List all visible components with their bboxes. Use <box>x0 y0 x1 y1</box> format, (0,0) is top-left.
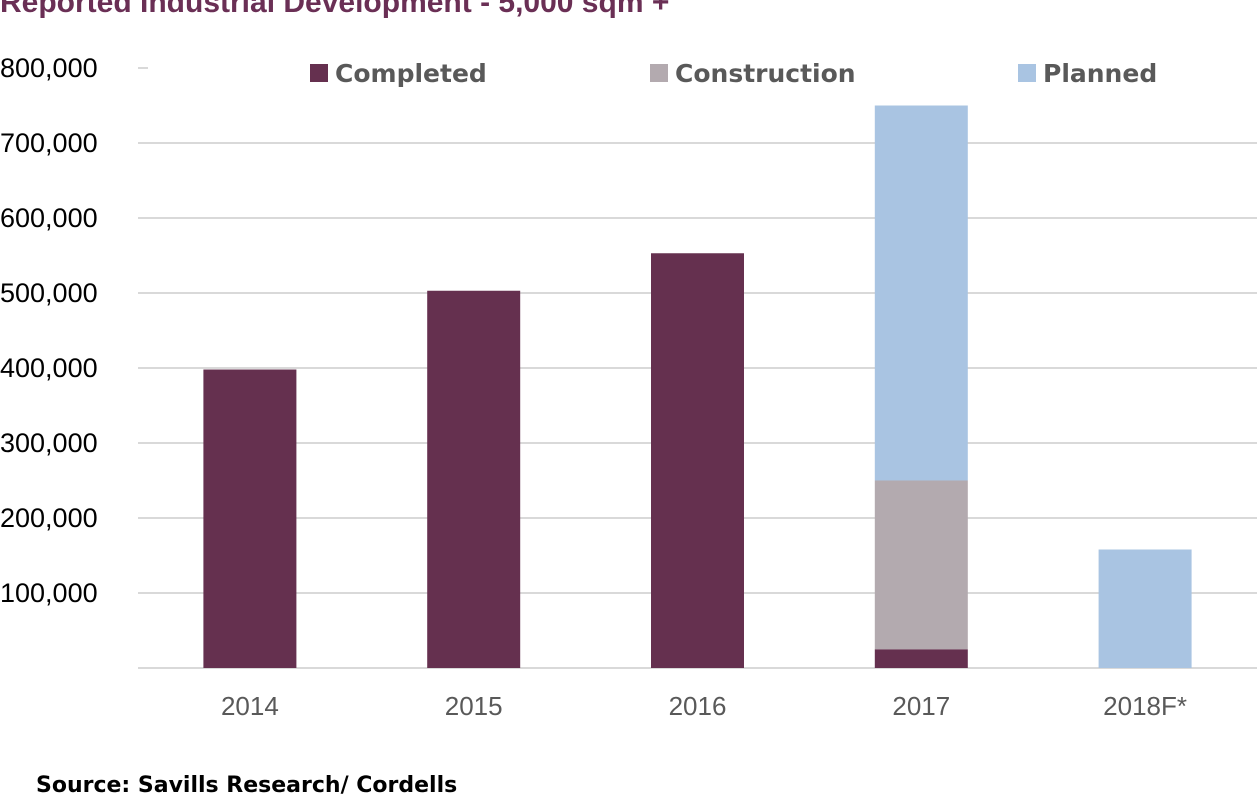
bar-construction-2017 <box>874 480 968 650</box>
legend-label-completed: Completed <box>335 59 487 88</box>
bar-completed-2014 <box>203 369 297 668</box>
x-tick-label: 2018F* <box>1103 691 1187 721</box>
legend-swatch-construction <box>650 64 668 82</box>
x-tick-label: 2016 <box>669 691 727 721</box>
legend: Completed Construction Planned <box>310 59 1157 88</box>
x-tick-label: 2015 <box>445 691 503 721</box>
y-tick-label: 800,000 <box>0 53 98 83</box>
source-note: Source: Savills Research/ Cordells <box>36 773 458 798</box>
x-tick-label: 2014 <box>221 691 279 721</box>
bar-completed-2017 <box>874 649 968 668</box>
bar-completed-2016 <box>651 253 744 668</box>
y-axis-tick-labels: 100,000 200,000 300,000 400,000 500,000 600,0… <box>0 53 98 608</box>
y-tick-label: 600,000 <box>0 203 98 233</box>
x-tick-label: 2017 <box>892 691 950 721</box>
bar-completed-2015 <box>427 290 521 668</box>
y-tick-label: 300,000 <box>0 428 98 458</box>
bars <box>203 105 1192 668</box>
legend-label-planned: Planned <box>1043 59 1157 88</box>
chart-title: Reported Industrial Development - 5,000 … <box>0 0 670 19</box>
legend-label-construction: Construction <box>675 59 856 88</box>
y-tick-label: 400,000 <box>0 353 98 383</box>
y-tick-label: 200,000 <box>0 503 98 533</box>
legend-swatch-completed <box>310 64 328 82</box>
y-tick-label: 700,000 <box>0 128 98 158</box>
y-tick-label: 100,000 <box>0 578 98 608</box>
y-tick-label: 500,000 <box>0 278 98 308</box>
x-axis-tick-labels: 2014 2015 2016 2017 2018F* <box>221 691 1187 721</box>
bar-planned-2018f <box>1098 549 1192 668</box>
bar-planned-2017 <box>874 105 968 481</box>
legend-swatch-planned <box>1018 64 1036 82</box>
